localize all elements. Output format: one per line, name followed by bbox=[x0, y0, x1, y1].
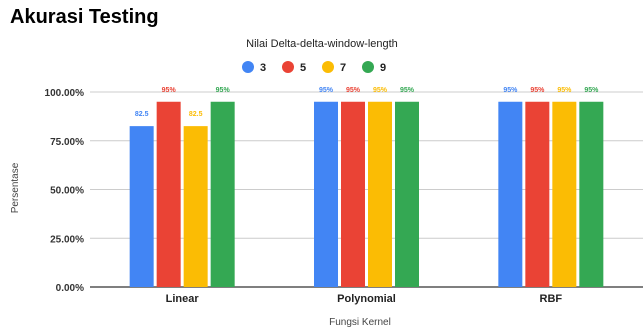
y-tick-label: 0.00% bbox=[56, 283, 84, 294]
data-label: 95% bbox=[162, 87, 177, 94]
bar bbox=[129, 126, 154, 287]
y-tick-label: 25.00% bbox=[50, 234, 84, 245]
legend-title: Nilai Delta-delta-window-length bbox=[246, 38, 398, 50]
legend-label: 3 bbox=[260, 62, 266, 74]
data-label: 95% bbox=[503, 87, 518, 94]
bars: 82.5 95% 82.5 95% 95% 95% 95% 95% 95% 95% 95% 95% bbox=[129, 87, 604, 287]
data-label: 95% bbox=[319, 87, 334, 94]
data-label: 95% bbox=[584, 87, 599, 94]
data-label: 82.5 bbox=[189, 111, 203, 118]
legend-label: 5 bbox=[300, 62, 306, 74]
grid bbox=[90, 91, 643, 288]
legend-swatch bbox=[242, 61, 254, 73]
y-tick-label: 75.00% bbox=[50, 137, 84, 148]
bar bbox=[395, 101, 419, 287]
data-label: 95% bbox=[373, 87, 388, 94]
bar bbox=[579, 101, 604, 287]
data-label: 95% bbox=[400, 87, 415, 94]
data-label: 95% bbox=[557, 87, 572, 94]
legend-swatch bbox=[322, 61, 334, 73]
y-tick-label: 100.00% bbox=[45, 88, 85, 99]
y-axis-title: Persentase bbox=[10, 162, 21, 213]
legend-label: 7 bbox=[340, 62, 346, 74]
bar bbox=[498, 101, 523, 287]
data-label: 95% bbox=[216, 87, 231, 94]
bar bbox=[183, 126, 208, 287]
bar bbox=[525, 101, 550, 287]
x-tick-label: Polynomial bbox=[337, 293, 396, 305]
chart-title: Akurasi Testing bbox=[10, 6, 159, 28]
legend-swatch bbox=[362, 61, 374, 73]
y-tick-label: 50.00% bbox=[50, 186, 84, 197]
y-axis: 0.00% 25.00% 50.00% 75.00% 100.00% bbox=[45, 88, 85, 294]
legend: 3 5 7 9 bbox=[242, 61, 386, 74]
legend-swatch bbox=[282, 61, 294, 73]
bar bbox=[341, 101, 365, 287]
data-label: 82.5 bbox=[135, 111, 149, 118]
bar bbox=[552, 101, 577, 287]
x-axis: Linear Polynomial RBF bbox=[166, 293, 563, 305]
data-label: 95% bbox=[346, 87, 361, 94]
bar bbox=[210, 101, 235, 287]
bar bbox=[314, 101, 338, 287]
legend-label: 9 bbox=[380, 62, 386, 74]
x-axis-title: Fungsi Kernel bbox=[329, 317, 391, 328]
x-tick-label: RBF bbox=[540, 293, 563, 305]
data-label: 95% bbox=[530, 87, 545, 94]
x-tick-label: Linear bbox=[166, 293, 200, 305]
bar bbox=[156, 101, 181, 287]
bar bbox=[368, 101, 392, 287]
